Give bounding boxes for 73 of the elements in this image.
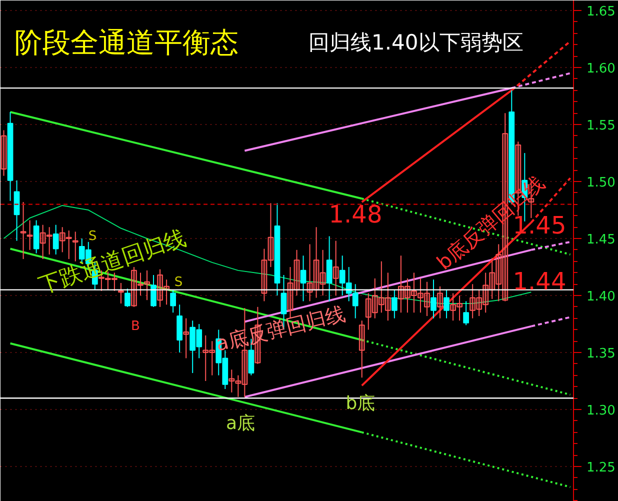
candlestick [228,369,235,393]
annotation: a底反弹回归线 [213,301,348,356]
candlestick [430,279,436,319]
annotation: B [131,319,140,334]
candlestick [46,226,52,255]
candlestick [384,272,391,322]
y-tick-label: 1.35 [586,346,616,362]
y-tick-label: 1.60 [586,62,616,77]
candlestick [138,272,144,296]
candlestick [112,272,118,292]
candlestick [33,220,40,254]
candlestick [444,289,450,319]
candlestick [404,278,410,314]
candlestick [398,255,404,314]
candlestick [437,286,443,319]
candlestick [150,274,156,308]
candlestick [358,320,365,378]
candlestick [418,278,424,314]
candlestick [450,292,456,322]
y-tick-label: 1.55 [586,118,616,134]
candlestick [294,249,300,296]
candlestick [202,334,209,382]
candlestick [496,244,502,302]
candlestick [40,224,46,260]
candlestick [144,270,150,301]
annotation: S [174,275,183,290]
candlestick [59,226,66,253]
candlestick [391,289,398,319]
text: 阶段全通道平衡态 [14,26,238,59]
candlestick [52,224,59,255]
candlestick [300,255,306,302]
annotation: b底 [346,393,376,414]
candlestick [320,249,326,296]
candlestick [118,282,124,304]
candlestick [26,220,33,250]
candlestick [424,281,430,317]
candlestick [268,202,274,268]
annotation: a底 [226,413,256,434]
annotation: 1.48 [328,200,382,228]
candlestick [20,202,26,260]
text: 回归线1.40以下弱势区 [308,30,524,54]
candlestick [124,288,130,308]
y-tick-label: 1.65 [586,4,616,20]
candlestick [209,340,216,376]
candlestick [326,236,332,302]
candlestick [365,292,372,330]
candlestick [482,272,489,314]
candlestick [411,272,417,314]
candlestick [476,289,482,317]
candlestick [0,130,7,176]
candlestick [489,257,496,300]
candlestick [470,284,476,319]
y-tick-label: 1.40 [586,290,616,305]
candlestick [372,278,378,319]
candlestick [313,226,320,298]
candlestick [72,231,78,262]
annotation: 1.44 [512,268,566,296]
candlestick [176,304,183,354]
candlestick [235,374,242,398]
candlestick [332,240,339,296]
y-tick-label: 1.45 [586,232,616,248]
candlestick [456,295,462,322]
annotation: S [88,229,97,244]
candlestick [66,230,72,260]
candlestick [183,318,190,359]
candlestick [463,300,470,326]
y-tick-label: 1.50 [586,176,616,191]
candlestick [131,266,137,308]
candlestick [378,260,384,314]
y-tick-label: 1.25 [586,460,616,476]
y-tick-label: 1.30 [586,404,616,419]
candlestick [170,289,176,314]
candlestick [157,268,163,308]
